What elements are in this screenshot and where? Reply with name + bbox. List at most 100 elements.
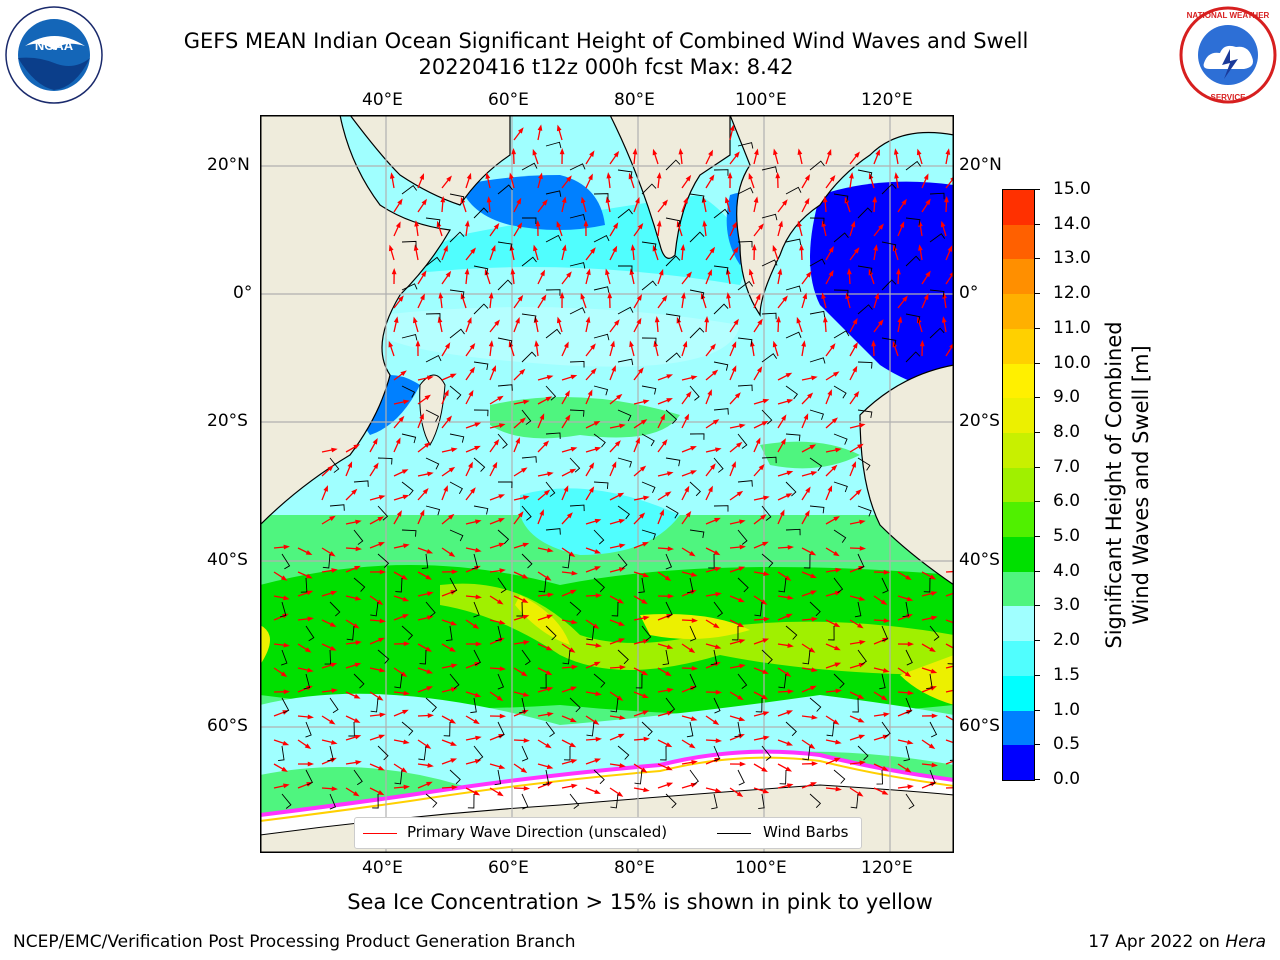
wave-arrow-head [733,318,739,326]
wave-arrow-head [331,568,338,573]
wave-arrow-head [666,471,674,477]
wave-arrow-head [811,761,818,767]
wave-arrow-head [541,294,547,301]
wave-arrow-head [397,198,403,206]
wind-barb [473,505,489,515]
wind-barb [300,577,308,593]
wave-arrow-head [763,616,770,622]
wave-arrow-head [931,615,938,621]
wave-arrow-head [494,319,500,326]
wind-barb [785,331,802,339]
colorbar-bin [1003,745,1034,780]
wave-arrow-head [493,222,500,230]
wave-arrow-head [486,196,492,203]
wave-arrow-head [643,495,650,501]
wave-arrow-head [635,196,640,204]
wave-arrow-head [859,760,866,766]
wave-arrow [945,643,954,650]
wind-barb [497,721,505,738]
wind-barb [638,577,645,594]
wave-arrow-head [776,316,781,323]
wave-arrow-head [641,670,649,676]
wave-direction-arrows [273,124,954,798]
wave-arrow-head [756,366,763,373]
colorbar-bin [1003,606,1034,642]
wind-barb [785,238,802,246]
wave-arrow-head [772,244,778,252]
wind-barb [497,433,508,449]
wave-arrow-head [810,590,818,595]
wind-barb [617,505,630,520]
wind-barb [857,207,873,219]
wave-arrow-head [611,461,617,468]
wave-arrow-head [852,342,858,349]
wind-barb [905,313,921,323]
wave-arrow-head [519,368,526,375]
wave-arrow-head [566,512,573,519]
wind-barb [425,313,441,320]
wave-arrow-head [413,316,418,324]
wave-arrow-head [545,396,553,402]
wave-arrow-head [737,694,744,701]
wave-arrow-head [708,149,713,157]
wave-arrow-head [588,173,593,181]
wave-arrow-head [786,470,794,476]
wave-arrow-head [691,666,698,671]
wave-arrow-head [636,294,643,301]
wave-arrow-head [533,244,538,252]
wave-arrow-head [347,461,353,468]
wave-arrow-head [786,710,794,715]
wind-barb [737,187,754,195]
wind-barb [521,793,529,810]
wind-barb [713,169,729,176]
wave-arrow-head [907,641,914,647]
wind-barb [905,649,913,666]
wave-arrow-head [781,414,787,421]
wave-arrow-head [571,619,578,625]
wave-arrow-head [907,690,914,696]
wave-arrow-head [916,148,922,156]
wave-arrow-head [739,519,746,525]
wave-arrow-head [614,440,621,447]
wave-arrow-head [331,447,338,453]
wind-barb [281,697,290,714]
wind-barb [449,289,465,298]
wave-arrow-head [402,614,409,619]
wind-barb [689,481,701,497]
wave-arrow-head [498,518,505,523]
wave-arrow-head [570,374,578,380]
wind-barb [519,697,526,714]
wave-arrow-head [810,573,817,578]
colorbar-bin [1003,641,1034,676]
wind-barb [593,577,605,593]
wind-barb [737,769,745,786]
wind-barb [443,721,451,737]
wind-barb [713,457,724,473]
wave-arrow-head [617,492,625,498]
colorbar-bin [1003,363,1034,399]
wave-arrow-head [778,220,783,228]
wave-arrow-head [522,709,529,715]
lon-tick-top-80e: 80°E [614,90,655,110]
wave-arrow-head [754,148,759,156]
wave-arrow-head [758,464,765,471]
wave-arrow-head [547,471,554,477]
wind-barb [713,361,729,371]
wave-arrow-head [642,710,650,715]
wind-barb [563,745,571,761]
wave-arrow-head [707,389,712,396]
wind-barb [401,184,418,195]
wave-arrow-head [755,293,761,301]
wind-barb [593,769,605,785]
wind-barb [635,673,643,689]
wave-arrow-head [522,614,530,620]
wave-arrow-head [395,437,401,445]
wave-arrow-head [854,151,860,158]
wave-arrow-head [304,647,312,653]
wave-arrow-head [738,597,745,603]
wave-arrow-head [638,367,644,374]
wave-arrow-head [729,124,735,132]
wave-arrow-head [570,686,578,692]
wave-arrow-head [930,668,938,674]
map-legend: Primary Wave Direction (unscaled) Wind B… [354,817,862,849]
